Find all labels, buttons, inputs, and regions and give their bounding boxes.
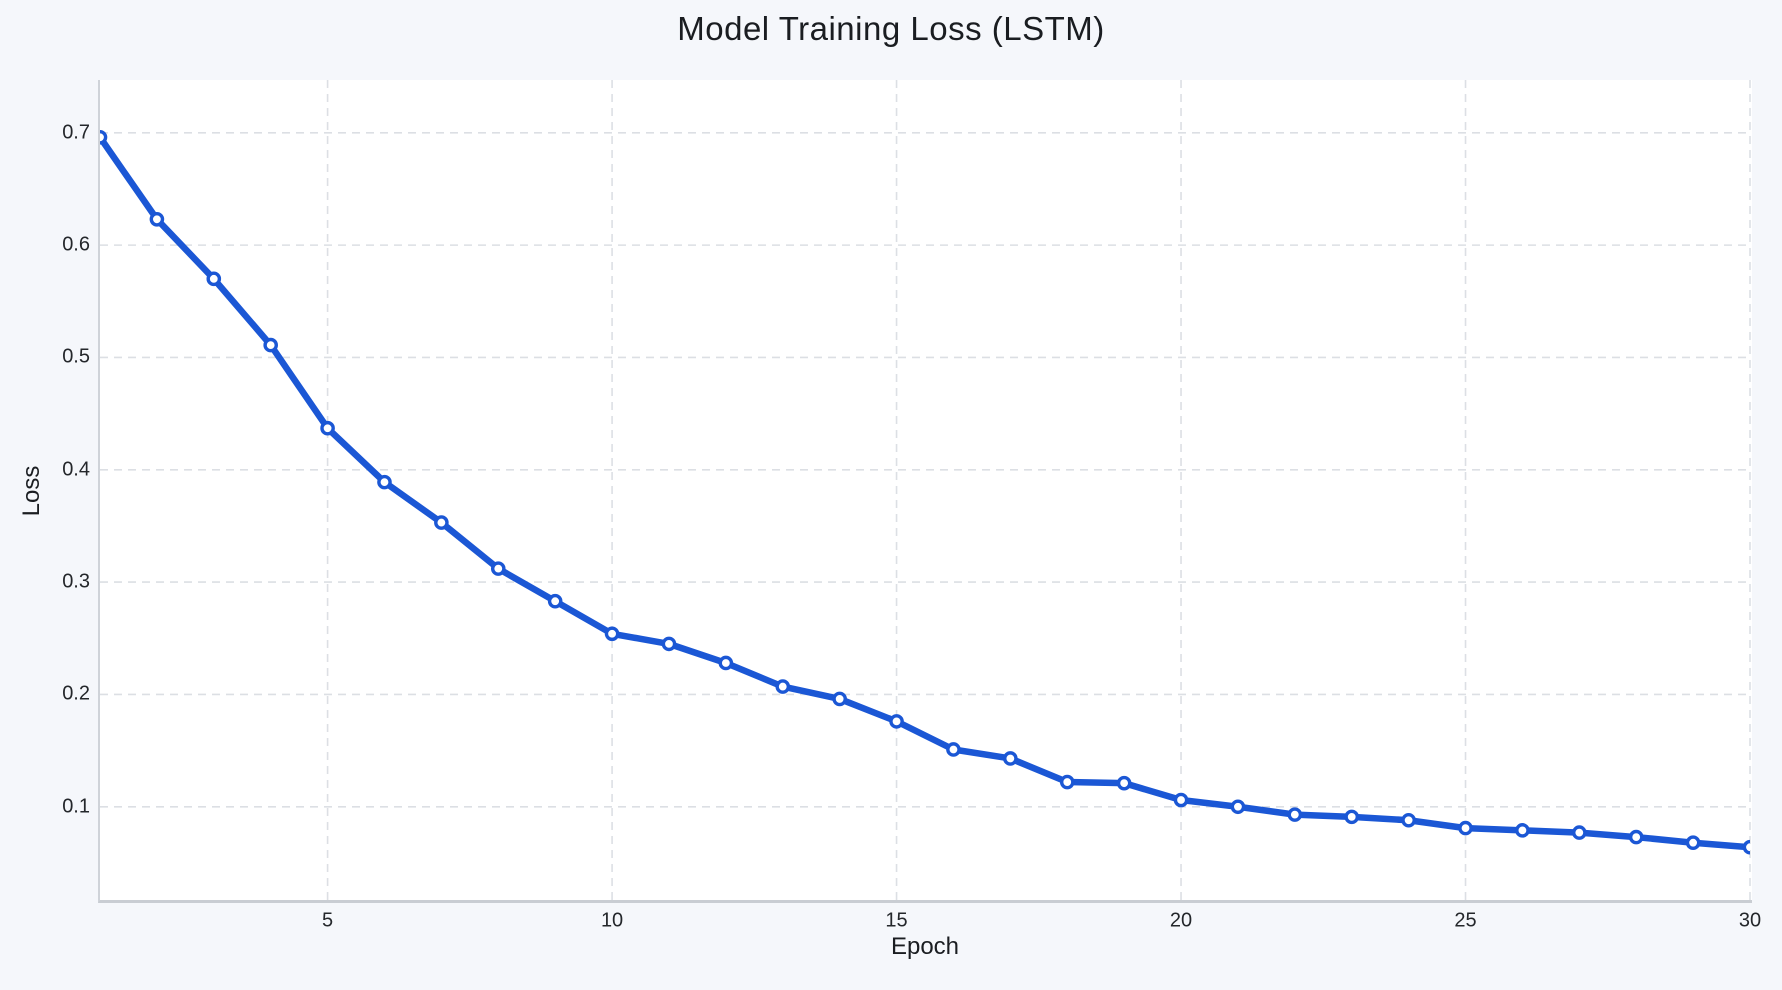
- data-point-marker: [775, 679, 791, 694]
- data-point-marker: [889, 714, 904, 729]
- y-tick-label: 0.5: [62, 345, 90, 368]
- data-point-marker: [1572, 825, 1587, 840]
- data-point-marker: [263, 337, 278, 353]
- data-point-marker: [718, 655, 734, 671]
- chart-title: Model Training Loss (LSTM): [677, 10, 1105, 47]
- data-point-marker: [1059, 774, 1075, 790]
- data-point-marker: [206, 271, 222, 287]
- loss-series-line: [100, 134, 1750, 851]
- y-tick-label: 0.1: [62, 795, 90, 818]
- x-tick-label: 10: [600, 909, 624, 932]
- x-tick-label: 30: [1738, 909, 1762, 932]
- data-point-marker: [1401, 812, 1416, 828]
- data-point-marker: [547, 593, 563, 609]
- y-tick-label: 0.6: [62, 233, 90, 256]
- data-point-marker: [1116, 775, 1132, 791]
- data-point-marker: [1628, 829, 1644, 845]
- x-tick-label: 20: [1169, 909, 1193, 932]
- data-point-marker: [1742, 839, 1750, 855]
- data-point-marker: [434, 515, 449, 530]
- data-point-marker: [320, 420, 335, 436]
- data-point-marker: [604, 626, 620, 642]
- y-axis-label: Loss: [18, 465, 45, 517]
- data-point-marker: [377, 474, 392, 490]
- data-point-marker: [1458, 820, 1473, 836]
- data-point-marker: [1230, 799, 1246, 815]
- data-point-marker: [1344, 809, 1360, 825]
- y-tick-label: 0.2: [62, 682, 90, 705]
- data-point-marker: [1685, 835, 1701, 851]
- x-tick-label: 25: [1454, 909, 1477, 932]
- data-point-marker: [1287, 807, 1303, 822]
- data-point-marker: [100, 129, 108, 145]
- x-tick-label: 5: [322, 909, 334, 932]
- y-tick-label: 0.7: [62, 121, 90, 144]
- x-axis-label: Epoch: [890, 933, 960, 960]
- data-point-marker: [490, 561, 506, 576]
- data-point-marker: [946, 742, 961, 757]
- data-point-marker: [832, 691, 847, 707]
- data-point-marker: [149, 211, 165, 227]
- data-point-marker: [1003, 751, 1018, 766]
- data-point-marker: [1515, 823, 1530, 838]
- plot-area: [98, 80, 1752, 903]
- x-tick-label: 15: [885, 909, 908, 932]
- y-tick-label: 0.4: [62, 458, 90, 481]
- y-tick-label: 0.3: [62, 570, 90, 593]
- data-point-marker: [1173, 792, 1189, 808]
- data-point-marker: [661, 636, 677, 652]
